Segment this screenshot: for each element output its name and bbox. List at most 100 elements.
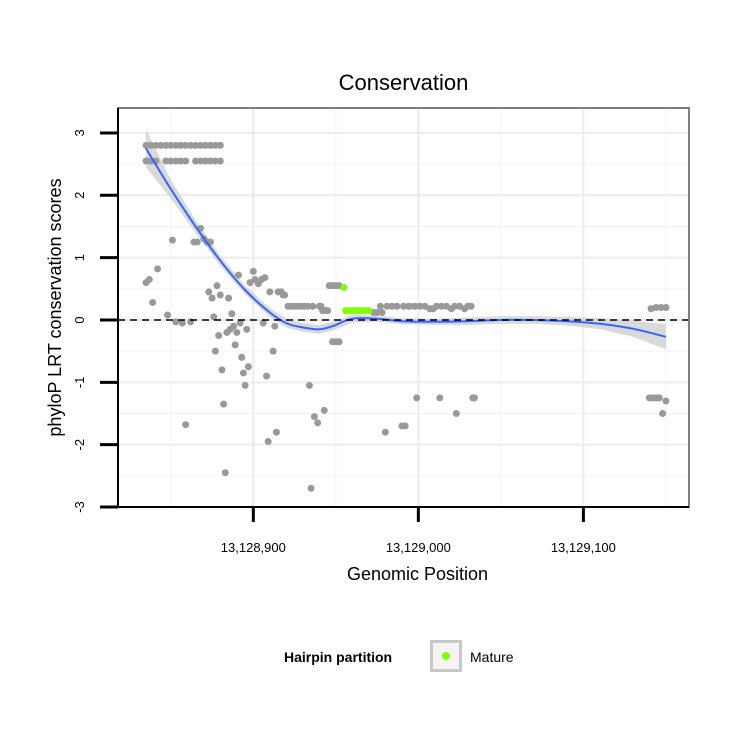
other-point bbox=[197, 141, 205, 149]
other-point bbox=[271, 322, 279, 330]
legend: Hairpin partition Mature bbox=[0, 638, 750, 678]
other-point bbox=[411, 302, 419, 310]
other-point bbox=[221, 469, 229, 477]
other-point bbox=[401, 422, 409, 430]
mature-dot-icon bbox=[442, 652, 450, 660]
other-point bbox=[652, 304, 660, 311]
y-tick-label: 2 bbox=[72, 192, 87, 199]
other-point bbox=[193, 238, 201, 246]
other-point bbox=[320, 406, 328, 414]
other-point bbox=[230, 322, 238, 330]
y-tick-label: -2 bbox=[72, 439, 87, 451]
other-point bbox=[172, 318, 180, 326]
other-point bbox=[177, 157, 185, 165]
other-point bbox=[310, 413, 318, 421]
other-point bbox=[145, 275, 153, 283]
mature-point bbox=[365, 307, 373, 315]
other-point bbox=[201, 141, 209, 149]
other-point bbox=[162, 157, 170, 165]
other-point bbox=[210, 313, 218, 321]
other-point bbox=[467, 302, 475, 310]
other-point bbox=[208, 294, 216, 302]
other-point bbox=[142, 157, 150, 165]
other-point bbox=[234, 271, 242, 279]
other-point bbox=[187, 141, 195, 149]
other-point bbox=[178, 319, 186, 327]
other-point bbox=[201, 157, 209, 165]
x-tick-label: 13,129,000 bbox=[386, 540, 451, 555]
other-point bbox=[249, 267, 257, 275]
other-point bbox=[182, 157, 190, 165]
mature-point bbox=[340, 284, 348, 292]
y-axis-title: phyloP LRT conservation scores bbox=[45, 178, 65, 436]
other-point bbox=[149, 299, 157, 307]
other-point bbox=[167, 141, 175, 149]
other-point bbox=[416, 302, 424, 310]
other-point bbox=[655, 394, 663, 402]
other-point bbox=[142, 141, 150, 149]
other-point bbox=[216, 157, 224, 165]
other-point bbox=[452, 409, 460, 417]
y-tick-label: 1 bbox=[72, 254, 87, 261]
legend-key-mature bbox=[430, 640, 462, 672]
other-point bbox=[383, 302, 391, 310]
other-point bbox=[376, 302, 384, 310]
other-point bbox=[215, 332, 223, 340]
other-point bbox=[206, 141, 214, 149]
other-point bbox=[211, 347, 219, 355]
other-point bbox=[388, 302, 396, 310]
other-point bbox=[206, 157, 214, 165]
other-point bbox=[236, 319, 244, 327]
other-point bbox=[400, 302, 407, 310]
other-point bbox=[263, 372, 271, 380]
y-tick-label: 0 bbox=[72, 316, 87, 323]
other-point bbox=[307, 484, 315, 492]
other-point bbox=[162, 141, 170, 149]
other-point bbox=[662, 397, 670, 405]
legend-title: Hairpin partition bbox=[284, 649, 393, 665]
other-point bbox=[378, 308, 386, 316]
y-tick-label: 3 bbox=[72, 129, 87, 136]
other-point bbox=[225, 294, 233, 302]
other-point bbox=[413, 394, 421, 402]
other-point bbox=[264, 438, 272, 446]
other-point bbox=[269, 347, 277, 355]
other-point bbox=[437, 302, 445, 310]
other-point bbox=[233, 328, 241, 336]
other-point bbox=[211, 157, 219, 165]
y-tick-label: -3 bbox=[72, 501, 87, 513]
legend-label-mature: Mature bbox=[470, 649, 514, 665]
chart-title: Conservation bbox=[338, 70, 469, 95]
other-point bbox=[324, 307, 332, 315]
other-point bbox=[182, 421, 190, 429]
other-point bbox=[261, 274, 269, 282]
other-point bbox=[197, 157, 205, 165]
other-point bbox=[304, 302, 312, 310]
other-point bbox=[433, 302, 441, 310]
other-point bbox=[192, 141, 200, 149]
other-point bbox=[272, 428, 280, 436]
other-point bbox=[220, 400, 228, 408]
x-tick-label: 13,129,100 bbox=[551, 540, 616, 555]
other-point bbox=[393, 302, 401, 310]
other-point bbox=[228, 310, 236, 318]
other-point bbox=[218, 366, 226, 374]
other-point bbox=[211, 141, 219, 149]
other-point bbox=[335, 338, 343, 346]
other-point bbox=[259, 319, 267, 327]
other-point bbox=[241, 381, 249, 389]
other-point bbox=[266, 288, 274, 296]
other-point bbox=[213, 282, 221, 290]
other-point bbox=[205, 288, 213, 296]
other-point bbox=[172, 157, 180, 165]
other-point bbox=[239, 369, 247, 377]
other-point bbox=[381, 428, 389, 436]
other-point bbox=[373, 308, 381, 316]
other-point bbox=[147, 141, 155, 149]
other-point bbox=[231, 341, 239, 349]
other-point bbox=[238, 353, 246, 361]
other-point bbox=[216, 291, 224, 299]
y-tick-label: -1 bbox=[72, 377, 87, 389]
x-tick-label: 13,128,900 bbox=[221, 540, 286, 555]
